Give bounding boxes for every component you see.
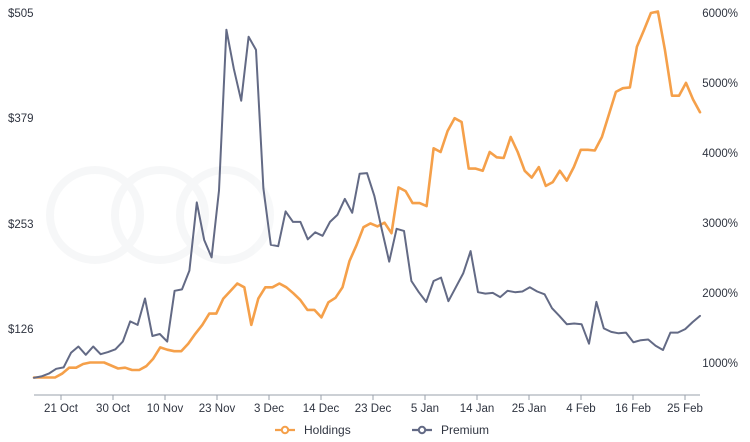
left-axis-tick-label: $379 — [8, 113, 34, 125]
legend-holdings-dot — [280, 425, 290, 435]
legend-holdings-label: Holdings — [304, 423, 351, 437]
x-tick-label: 25 Feb — [667, 403, 703, 415]
x-tick-label: 23 Nov — [199, 403, 236, 415]
legend-item-holdings[interactable]: Holdings — [275, 423, 351, 437]
legend-premium-label: Premium — [441, 423, 489, 437]
right-axis-tick-label: 3000% — [702, 218, 738, 230]
x-tick-label: 5 Jan — [411, 403, 439, 415]
left-axis-ticks: $505 $379 $253 $126 — [8, 8, 34, 336]
right-axis-tick-label: 4000% — [702, 148, 738, 160]
left-axis-tick-label: $126 — [8, 324, 34, 336]
x-tick-label: 14 Dec — [303, 403, 340, 415]
left-axis-tick-label: $505 — [8, 8, 34, 20]
x-tick-label: 30 Oct — [96, 403, 131, 415]
premium-line — [33, 28, 701, 379]
x-tick-label: 14 Jan — [460, 403, 495, 415]
holdings-line — [32, 10, 702, 379]
right-axis-tick-label: 2000% — [702, 288, 738, 300]
x-tick-label: 10 Nov — [147, 403, 184, 415]
watermark — [46, 166, 274, 264]
right-axis-tick-label: 6000% — [702, 8, 738, 20]
x-tick-label: 16 Feb — [615, 403, 651, 415]
x-tick-label: 25 Jan — [512, 403, 547, 415]
x-axis-ticks: 21 Oct 30 Oct 10 Nov 23 Nov 3 Dec 14 Dec 23 De… — [44, 395, 703, 415]
left-axis-tick-label: $253 — [8, 219, 34, 231]
x-tick-label: 4 Feb — [566, 403, 595, 415]
legend-item-premium[interactable]: Premium — [412, 423, 489, 437]
x-tick-label: 21 Oct — [44, 403, 79, 415]
right-axis-ticks: 6000% 5000% 4000% 3000% 2000% 1000% — [702, 8, 738, 370]
right-axis-tick-label: 5000% — [702, 78, 738, 90]
right-axis-tick-label: 1000% — [702, 358, 738, 370]
x-tick-label: 3 Dec — [254, 403, 284, 415]
legend: Holdings Premium — [275, 423, 489, 437]
x-tick-label: 23 Dec — [355, 403, 392, 415]
legend-premium-dot — [417, 425, 427, 435]
